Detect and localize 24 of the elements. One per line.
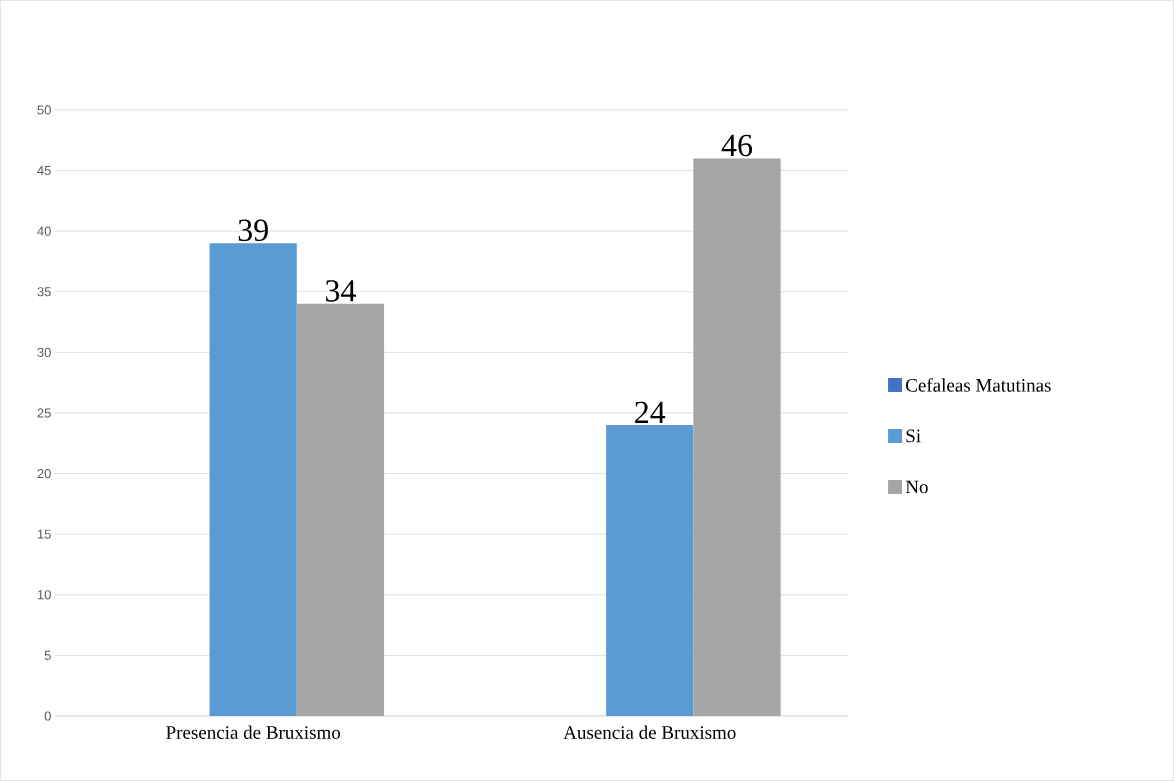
bar — [606, 425, 694, 717]
y-tick-label: 10 — [37, 590, 51, 600]
y-tick-label: 15 — [37, 529, 51, 539]
data-label: 34 — [325, 280, 356, 302]
y-tick-label: 45 — [37, 166, 51, 176]
bar — [296, 303, 385, 717]
y-tick-label: 25 — [37, 408, 51, 418]
bar — [209, 243, 297, 717]
y-tick-label: 40 — [37, 226, 51, 236]
data-label: 46 — [721, 134, 753, 157]
y-tick-label: 20 — [37, 469, 51, 479]
y-tick-label: 50 — [37, 105, 51, 115]
x-tick-label: Ausencia de Bruxismo — [563, 725, 736, 739]
legend-label: No — [905, 480, 928, 494]
x-tick-label: Presencia de Bruxismo — [166, 725, 341, 739]
bar — [693, 158, 781, 717]
legend-label: Si — [906, 429, 921, 443]
y-tick-label: 0 — [44, 711, 51, 721]
data-label: 39 — [238, 219, 268, 242]
y-tick-label: 35 — [37, 287, 51, 297]
y-tick-label: 30 — [37, 347, 51, 357]
y-tick-label: 5 — [44, 650, 51, 660]
legend-label: Cefaleas Matutinas — [906, 378, 1051, 392]
data-label: 24 — [635, 401, 666, 423]
